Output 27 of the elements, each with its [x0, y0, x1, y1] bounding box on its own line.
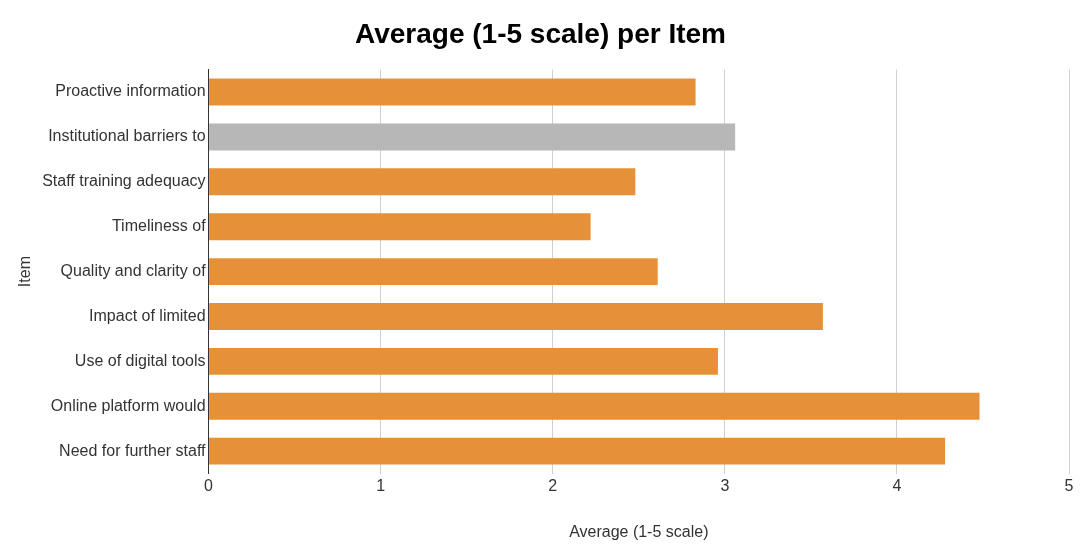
x-axis-title: Average (1-5 scale)	[569, 522, 709, 540]
bar	[209, 347, 718, 375]
x-tick-label: 3	[720, 476, 730, 494]
x-tick-label: 5	[1064, 476, 1074, 494]
chart-title: Average (1-5 scale) per Item	[355, 17, 726, 49]
x-tick-label: 2	[548, 476, 558, 494]
x-tick-label: 4	[892, 476, 902, 494]
bar	[209, 437, 946, 465]
y-tick-label: Quality and clarity of	[60, 262, 207, 280]
bar	[209, 168, 636, 196]
bar	[209, 213, 591, 241]
y-tick-label: Need for further staff	[59, 441, 207, 459]
y-tick-label: Institutional barriers to	[48, 127, 206, 145]
y-tick-label: Timeliness of	[111, 217, 207, 235]
y-tick-label: Impact of limited	[89, 306, 206, 324]
bar	[209, 258, 658, 286]
bar	[209, 123, 736, 151]
bar	[209, 78, 696, 106]
bar	[209, 392, 980, 420]
y-tick-label: Use of digital tools	[74, 351, 206, 369]
y-axis-title: Item	[16, 256, 34, 288]
bar	[209, 303, 823, 330]
x-tick-label: 0	[204, 476, 214, 494]
y-tick-label: Proactive information	[55, 82, 206, 100]
y-tick-label: Online platform would	[50, 396, 206, 414]
x-tick-label: 1	[376, 476, 386, 494]
y-tick-label: Staff training adequacy	[42, 172, 206, 190]
